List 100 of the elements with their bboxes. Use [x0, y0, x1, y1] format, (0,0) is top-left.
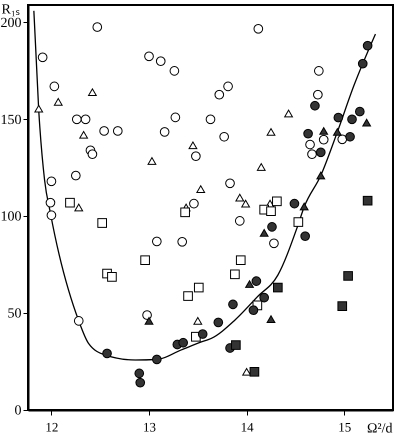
point [135, 378, 146, 388]
point [253, 24, 264, 34]
point [305, 140, 315, 150]
point [206, 114, 216, 124]
point [337, 301, 348, 311]
point [70, 170, 81, 180]
point [188, 141, 198, 150]
point [178, 338, 188, 348]
point [97, 218, 107, 228]
point [234, 216, 245, 226]
point [272, 196, 282, 206]
point [362, 196, 372, 206]
point [252, 276, 262, 286]
point [225, 178, 235, 188]
point [170, 112, 180, 122]
x-tick-label: 14 [240, 420, 254, 434]
point [300, 202, 309, 210]
point [318, 134, 329, 144]
y-tick-label: 50 [8, 306, 22, 322]
point [245, 280, 254, 288]
point [259, 292, 270, 302]
x-tick-label: 15 [338, 420, 352, 434]
point [112, 126, 123, 136]
point [362, 118, 372, 126]
point [316, 147, 326, 158]
point [170, 66, 180, 76]
point [250, 366, 260, 377]
point [74, 204, 84, 212]
point [236, 255, 246, 266]
point [38, 52, 48, 62]
point [189, 198, 199, 208]
point [196, 185, 206, 193]
point [269, 238, 279, 248]
point [334, 112, 344, 122]
point [314, 66, 324, 76]
point [183, 291, 193, 301]
point [228, 300, 238, 310]
point [300, 231, 310, 241]
point [177, 236, 188, 247]
point [198, 329, 208, 339]
point [140, 255, 150, 266]
point [54, 98, 63, 106]
point [362, 40, 372, 51]
point [156, 56, 166, 66]
point [191, 151, 201, 161]
point [148, 157, 156, 165]
point [152, 236, 162, 246]
point [152, 354, 162, 364]
point [267, 222, 277, 232]
point [358, 58, 368, 69]
x-tick-label: 12 [45, 420, 58, 434]
y-tick-label: 150 [0, 112, 22, 128]
point [88, 88, 97, 96]
point [248, 305, 258, 316]
point [92, 22, 102, 32]
point [284, 110, 293, 118]
point [46, 198, 56, 208]
point [266, 128, 276, 136]
point [80, 114, 90, 124]
point [160, 127, 170, 137]
y-axis-title: R₁ₛ [2, 2, 20, 18]
point [79, 130, 88, 139]
point [144, 317, 154, 325]
point [266, 315, 276, 323]
point [347, 114, 357, 124]
point [310, 100, 320, 111]
point [345, 132, 355, 142]
point [266, 206, 276, 216]
point [193, 317, 202, 325]
point [219, 132, 229, 142]
point [242, 368, 251, 376]
point [303, 128, 313, 138]
point [74, 316, 84, 326]
point [354, 106, 365, 116]
point [223, 82, 233, 92]
point [241, 200, 250, 208]
point [50, 82, 60, 92]
point [34, 104, 44, 113]
point [142, 310, 152, 320]
point [72, 114, 82, 124]
point [144, 52, 154, 62]
x-tick-label: 13 [143, 420, 156, 434]
point [214, 90, 224, 100]
point [180, 208, 190, 218]
point [88, 149, 98, 160]
point [343, 271, 353, 281]
point [273, 282, 283, 292]
point [307, 149, 317, 160]
point [46, 210, 56, 220]
point [99, 126, 109, 136]
point [213, 318, 224, 328]
point [235, 194, 244, 202]
point [134, 368, 144, 378]
point [65, 198, 75, 208]
point [337, 134, 348, 144]
point [333, 128, 342, 136]
point [313, 90, 323, 100]
point [230, 270, 240, 280]
point [260, 229, 269, 237]
point [231, 340, 241, 350]
